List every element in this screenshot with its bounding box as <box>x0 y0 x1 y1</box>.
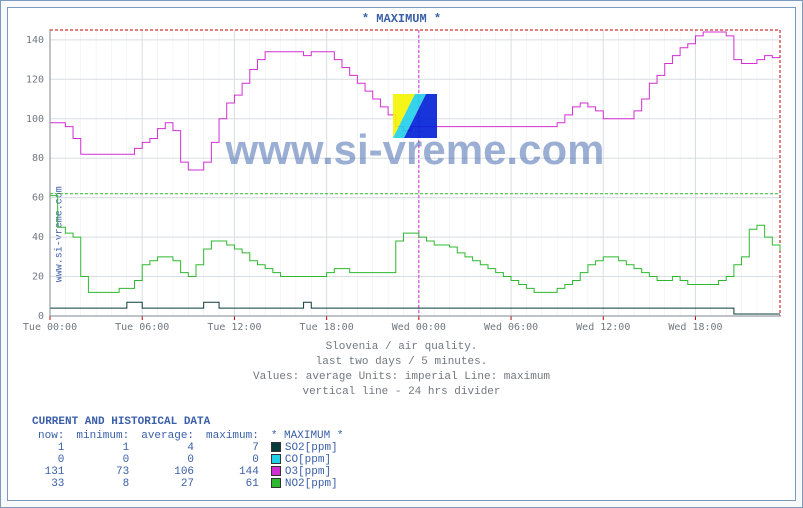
series-label-cell: NO2[ppm] <box>265 478 350 490</box>
svg-text:100: 100 <box>26 114 44 125</box>
table-col-header: maximum: <box>200 430 265 442</box>
table-row: 3382761NO2[ppm] <box>32 478 349 490</box>
svg-text:Wed 18:00: Wed 18:00 <box>668 322 722 333</box>
series-label-cell: CO[ppm] <box>265 454 350 466</box>
svg-text:140: 140 <box>26 35 44 46</box>
svg-text:Tue 06:00: Tue 06:00 <box>115 322 169 333</box>
svg-text:120: 120 <box>26 74 44 85</box>
table-cell: 7 <box>200 442 265 454</box>
svg-text:Tue 00:00: Tue 00:00 <box>23 322 77 333</box>
table-cell: 27 <box>135 478 200 490</box>
legend-swatch <box>271 478 281 488</box>
table-cell: 0 <box>70 454 135 466</box>
table-col-header: minimum: <box>70 430 135 442</box>
svg-text:Tue 12:00: Tue 12:00 <box>207 322 261 333</box>
table-cell: 0 <box>200 454 265 466</box>
table-cell: 4 <box>135 442 200 454</box>
svg-text:40: 40 <box>32 232 44 243</box>
svg-text:Wed 00:00: Wed 00:00 <box>392 322 446 333</box>
table-cell: 1 <box>32 442 70 454</box>
svg-text:80: 80 <box>32 153 44 164</box>
data-block: CURRENT AND HISTORICAL DATA now:minimum:… <box>32 416 349 490</box>
outer-frame: * MAXIMUM * www.si-vreme.com 02040608010… <box>0 0 803 508</box>
svg-text:Wed 12:00: Wed 12:00 <box>576 322 630 333</box>
table-cell: 8 <box>70 478 135 490</box>
table-cell: 131 <box>32 466 70 478</box>
caption-block: Slovenia / air quality. last two days / … <box>8 340 795 399</box>
table-cell: 1 <box>70 442 135 454</box>
table-cell: 144 <box>200 466 265 478</box>
chart-area: 020406080100120140Tue 00:00Tue 06:00Tue … <box>50 30 780 316</box>
data-header: CURRENT AND HISTORICAL DATA <box>32 416 349 428</box>
caption-line: Values: average Units: imperial Line: ma… <box>8 370 795 385</box>
inner-frame: * MAXIMUM * www.si-vreme.com 02040608010… <box>7 7 796 501</box>
legend-swatch <box>271 442 281 452</box>
data-table: now:minimum:average:maximum:* MAXIMUM *1… <box>32 430 349 490</box>
svg-text:60: 60 <box>32 193 44 204</box>
legend-swatch <box>271 466 281 476</box>
caption-line: last two days / 5 minutes. <box>8 355 795 370</box>
svg-text:Wed 06:00: Wed 06:00 <box>484 322 538 333</box>
table-cell: 0 <box>135 454 200 466</box>
svg-text:Tue 18:00: Tue 18:00 <box>300 322 354 333</box>
series-label-cell: SO2[ppm] <box>265 442 350 454</box>
table-row: 13173106144O3[ppm] <box>32 466 349 478</box>
table-cell: 106 <box>135 466 200 478</box>
legend-swatch <box>271 454 281 464</box>
table-cell: 0 <box>32 454 70 466</box>
table-col-header: now: <box>32 430 70 442</box>
chart-svg: 020406080100120140Tue 00:00Tue 06:00Tue … <box>50 30 780 340</box>
table-cell: 33 <box>32 478 70 490</box>
svg-text:0: 0 <box>38 311 44 322</box>
table-col-header: * MAXIMUM * <box>265 430 350 442</box>
table-col-header: average: <box>135 430 200 442</box>
svg-text:20: 20 <box>32 272 44 283</box>
chart-title: * MAXIMUM * <box>8 8 795 26</box>
table-cell: 73 <box>70 466 135 478</box>
table-cell: 61 <box>200 478 265 490</box>
caption-line: vertical line - 24 hrs divider <box>8 385 795 400</box>
caption-line: Slovenia / air quality. <box>8 340 795 355</box>
series-label-cell: O3[ppm] <box>265 466 350 478</box>
table-row: 0000CO[ppm] <box>32 454 349 466</box>
table-row: 1147SO2[ppm] <box>32 442 349 454</box>
